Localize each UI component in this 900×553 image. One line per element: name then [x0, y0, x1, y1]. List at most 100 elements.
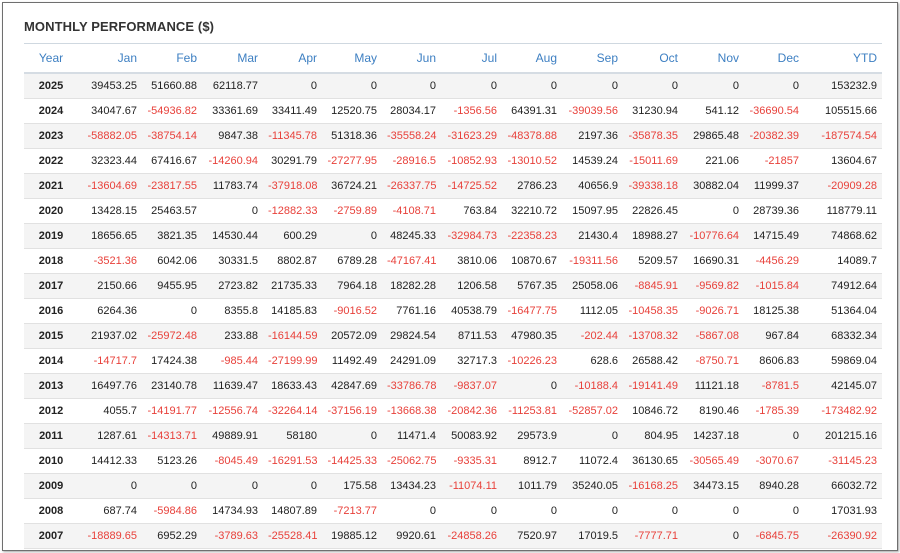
- column-header-feb: Feb: [142, 43, 202, 74]
- table-header-row: Year Jan Feb Mar Apr May Jun Jul Aug Sep Oct Nov Dec…: [24, 43, 882, 74]
- month-value-cell: 763.84: [441, 198, 502, 224]
- month-value-cell: 2197.36: [562, 123, 623, 149]
- month-value-cell: -21857: [744, 148, 804, 174]
- table-row: 2017 2150.66 9455.95 2723.82 21735.33 7964.18…: [24, 273, 882, 299]
- month-value-cell: 18125.38: [744, 298, 804, 324]
- month-value-cell: -33786.78: [382, 373, 441, 399]
- month-value-cell: -10458.35: [623, 298, 683, 324]
- month-value-cell: 9847.38: [202, 123, 263, 149]
- month-value-cell: 0: [322, 223, 382, 249]
- month-value-cell: -8750.71: [683, 348, 744, 374]
- ytd-cell: -173482.92: [804, 398, 882, 424]
- month-value-cell: -10188.4: [562, 373, 623, 399]
- month-value-cell: -27277.95: [322, 148, 382, 174]
- month-value-cell: -1356.56: [441, 98, 502, 124]
- table-row: 2011 1287.61 -14313.71 49889.91 58180 0 11471.…: [24, 423, 882, 449]
- month-value-cell: 541.12: [683, 98, 744, 124]
- year-cell: 2014: [24, 348, 78, 374]
- year-cell: 2009: [24, 473, 78, 499]
- month-value-cell: -11345.78: [263, 123, 322, 149]
- month-value-cell: 30291.79: [263, 148, 322, 174]
- month-value-cell: -3070.67: [744, 448, 804, 474]
- month-value-cell: 15097.95: [562, 198, 623, 224]
- month-value-cell: -16477.75: [502, 298, 562, 324]
- month-value-cell: 0: [441, 73, 502, 99]
- month-value-cell: -52857.02: [562, 398, 623, 424]
- month-value-cell: -14260.94: [202, 148, 263, 174]
- month-value-cell: 0: [142, 298, 202, 324]
- month-value-cell: -9335.31: [441, 448, 502, 474]
- month-value-cell: -202.44: [562, 323, 623, 349]
- month-value-cell: 8940.28: [744, 473, 804, 499]
- month-value-cell: 0: [562, 423, 623, 449]
- month-value-cell: 14530.44: [202, 223, 263, 249]
- month-value-cell: 6952.29: [142, 523, 202, 549]
- table-row: 2009 0 0 0 0 175.58 13434.23 -11074.11 1011.79 35…: [24, 473, 882, 499]
- month-value-cell: -32264.14: [263, 398, 322, 424]
- month-value-cell: 67416.67: [142, 148, 202, 174]
- month-value-cell: -11074.11: [441, 473, 502, 499]
- ytd-cell: 59869.04: [804, 348, 882, 374]
- month-value-cell: -8781.5: [744, 373, 804, 399]
- monthly-performance-table: Year Jan Feb Mar Apr May Jun Jul Aug Sep Oct Nov Dec…: [24, 43, 882, 549]
- month-value-cell: -14191.77: [142, 398, 202, 424]
- month-value-cell: -8045.49: [202, 448, 263, 474]
- table-row: 2022 32323.44 67416.67 -14260.94 30291.79 -27…: [24, 148, 882, 174]
- ytd-cell: -20909.28: [804, 173, 882, 199]
- month-value-cell: 34047.67: [78, 98, 142, 124]
- month-value-cell: -10776.64: [683, 223, 744, 249]
- month-value-cell: 48245.33: [382, 223, 441, 249]
- month-value-cell: 42847.69: [322, 373, 382, 399]
- month-value-cell: 17019.5: [562, 523, 623, 549]
- ytd-cell: 66032.72: [804, 473, 882, 499]
- month-value-cell: 18633.43: [263, 373, 322, 399]
- year-cell: 2007: [24, 523, 78, 549]
- column-header-jan: Jan: [78, 43, 142, 74]
- month-value-cell: 10846.72: [623, 398, 683, 424]
- table-row: 2013 16497.76 23140.78 11639.47 18633.43 4284…: [24, 373, 882, 399]
- month-value-cell: -25062.75: [382, 448, 441, 474]
- month-value-cell: 1206.58: [441, 273, 502, 299]
- month-value-cell: 6042.06: [142, 248, 202, 274]
- month-value-cell: 36724.21: [322, 173, 382, 199]
- month-value-cell: 10870.67: [502, 248, 562, 274]
- month-value-cell: 58180: [263, 423, 322, 449]
- year-cell: 2018: [24, 248, 78, 274]
- month-value-cell: -5867.08: [683, 323, 744, 349]
- month-value-cell: -37156.19: [322, 398, 382, 424]
- month-value-cell: -16291.53: [263, 448, 322, 474]
- month-value-cell: -13708.32: [623, 323, 683, 349]
- month-value-cell: 21430.4: [562, 223, 623, 249]
- month-value-cell: 1112.05: [562, 298, 623, 324]
- month-value-cell: -13668.38: [382, 398, 441, 424]
- month-value-cell: 0: [502, 373, 562, 399]
- month-value-cell: -1785.39: [744, 398, 804, 424]
- table-row: 2020 13428.15 25463.57 0 -12882.33 -2759.89 -4…: [24, 198, 882, 224]
- month-value-cell: -47167.41: [382, 248, 441, 274]
- ytd-cell: 118779.11: [804, 198, 882, 224]
- month-value-cell: 8802.87: [263, 248, 322, 274]
- month-value-cell: -11253.81: [502, 398, 562, 424]
- month-value-cell: 11639.47: [202, 373, 263, 399]
- month-value-cell: 21735.33: [263, 273, 322, 299]
- month-value-cell: -30565.49: [683, 448, 744, 474]
- month-value-cell: 20572.09: [322, 323, 382, 349]
- table-row: 2016 6264.36 0 8355.8 14185.83 -9016.52 7761.1…: [24, 298, 882, 324]
- month-value-cell: -23817.55: [142, 173, 202, 199]
- month-value-cell: -8845.91: [623, 273, 683, 299]
- month-value-cell: 11121.18: [683, 373, 744, 399]
- month-value-cell: 32717.3: [441, 348, 502, 374]
- month-value-cell: 26588.42: [623, 348, 683, 374]
- month-value-cell: 39453.25: [78, 73, 142, 99]
- month-value-cell: 12520.75: [322, 98, 382, 124]
- ytd-cell: 105515.66: [804, 98, 882, 124]
- month-value-cell: 14734.93: [202, 498, 263, 524]
- table-row: 2012 4055.7 -14191.77 -12556.74 -32264.14 -37…: [24, 398, 882, 424]
- month-value-cell: 14539.24: [562, 148, 623, 174]
- month-value-cell: 7761.16: [382, 298, 441, 324]
- month-value-cell: 0: [744, 498, 804, 524]
- month-value-cell: 0: [683, 498, 744, 524]
- month-value-cell: 16497.76: [78, 373, 142, 399]
- month-value-cell: 804.95: [623, 423, 683, 449]
- month-value-cell: -25972.48: [142, 323, 202, 349]
